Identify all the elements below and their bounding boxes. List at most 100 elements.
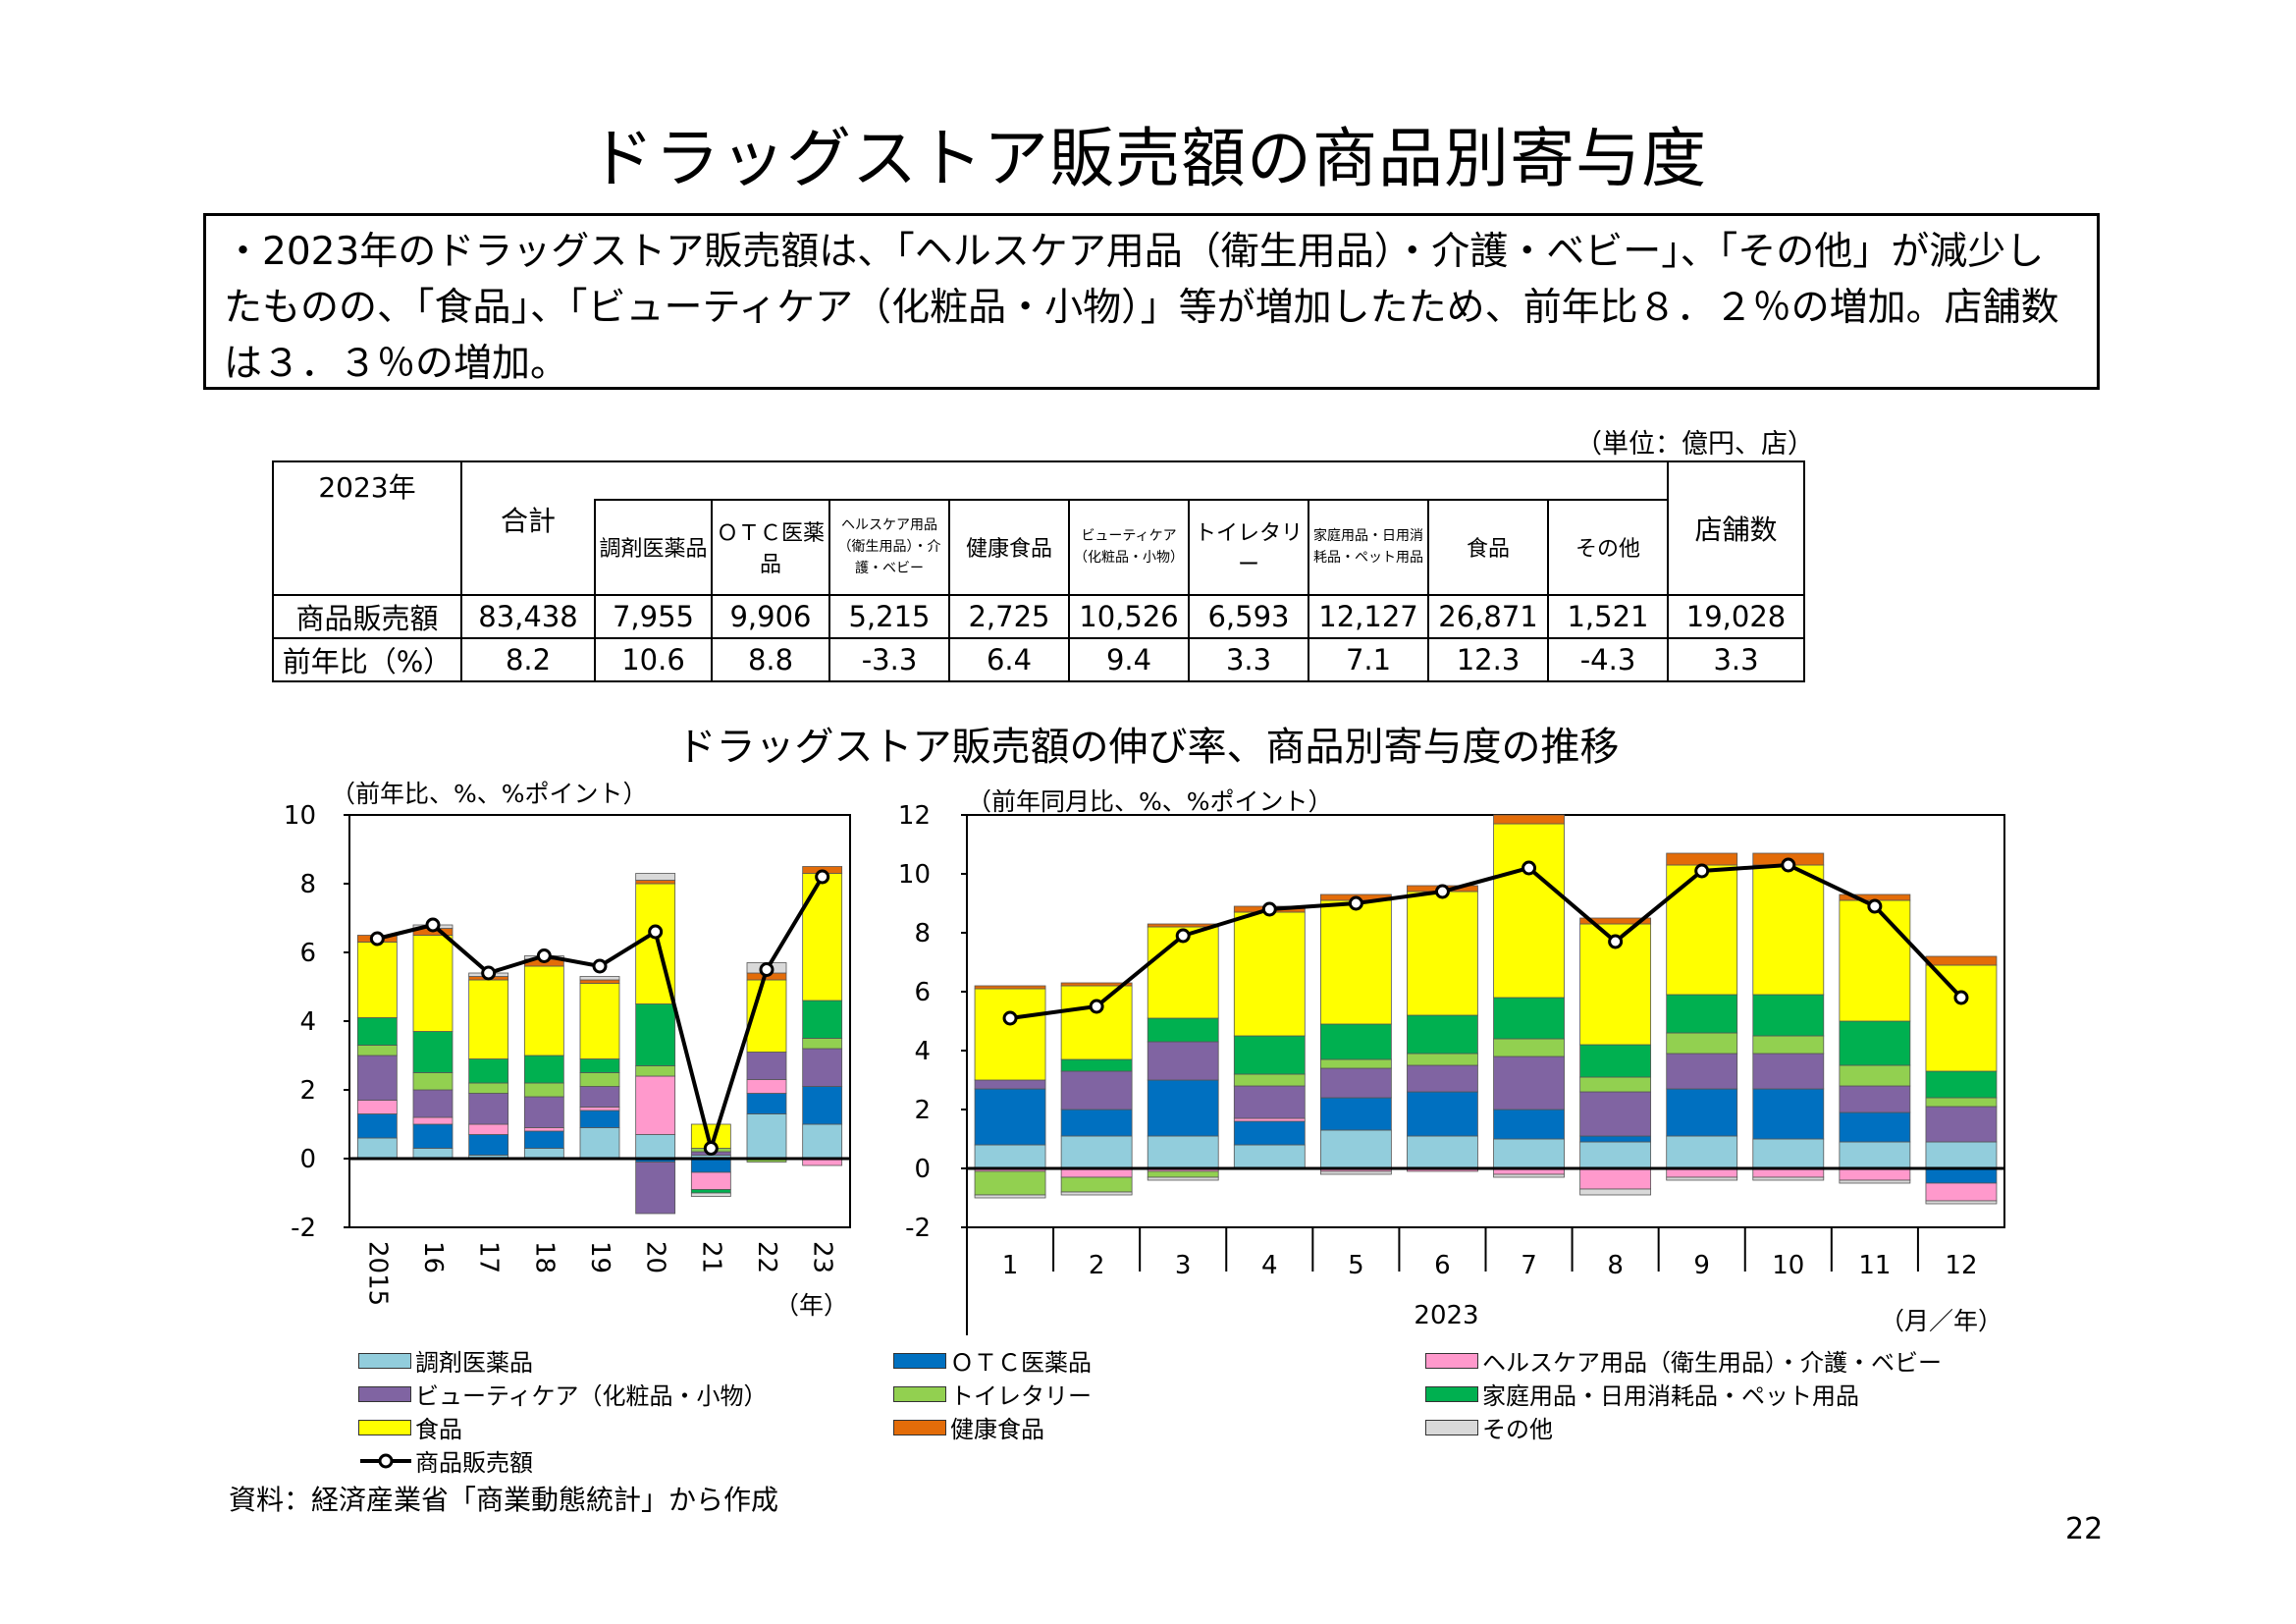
- bar-segment: [1493, 823, 1565, 999]
- y-tick-label: 12: [898, 801, 931, 831]
- x-tick-label: 4: [1261, 1251, 1278, 1280]
- table-top-gap: [460, 460, 1669, 500]
- cell: -4.3: [1547, 637, 1669, 682]
- bar-segment: [1493, 1138, 1565, 1169]
- bar-segment: [1407, 1091, 1478, 1137]
- bar-segment: [1060, 985, 1133, 1060]
- bar-segment: [1233, 1144, 1306, 1169]
- y-tick-label: 6: [299, 939, 316, 968]
- bar-segment: [579, 1110, 620, 1128]
- bar-segment: [579, 1107, 620, 1111]
- legend-swatch: [358, 1419, 411, 1435]
- bar-segment: [1925, 1070, 1998, 1099]
- line-point: [481, 965, 497, 981]
- bar-segment: [1839, 1111, 1911, 1143]
- line-point: [1348, 895, 1363, 911]
- cell: 9,906: [711, 594, 830, 639]
- bar-segment: [1233, 1085, 1306, 1119]
- line-point: [1867, 898, 1883, 914]
- x-tick-label: 6: [1434, 1251, 1451, 1280]
- line-point: [815, 869, 830, 885]
- bar-segment: [974, 985, 1046, 990]
- bar-segment: [1666, 1053, 1738, 1090]
- legend-item: 家庭用品・日用消耗品・ペット用品: [1425, 1377, 1859, 1411]
- cell: 10.6: [594, 637, 713, 682]
- bar-segment: [579, 1072, 620, 1087]
- bar-segment: [974, 1144, 1046, 1169]
- cell: 83,438: [460, 594, 596, 639]
- bar-segment: [1407, 1064, 1478, 1093]
- legend-swatch: [1425, 1352, 1478, 1369]
- bar-segment: [1233, 1035, 1306, 1075]
- line-point: [759, 962, 774, 977]
- x-tick-label: 7: [1521, 1251, 1537, 1280]
- x-tick-label: 21: [696, 1241, 725, 1273]
- bar-segment: [1060, 1109, 1133, 1137]
- cell: -3.3: [828, 637, 950, 682]
- bar-segment: [356, 942, 398, 1018]
- bar-segment: [579, 1127, 620, 1160]
- bar-segment: [579, 979, 620, 984]
- bar-segment: [412, 1072, 454, 1091]
- bar-segment: [523, 1082, 564, 1098]
- bar-segment: [690, 1192, 731, 1197]
- bar-segment: [1666, 1088, 1738, 1137]
- bar-segment: [635, 873, 676, 881]
- bar-segment: [1407, 891, 1478, 1016]
- legend-item: 調剤医薬品: [358, 1343, 533, 1378]
- legend-swatch: [358, 1385, 411, 1402]
- table-row: 前年比（%） 8.2 10.6 8.8 -3.3 6.4 9.4 3.3 7.1…: [272, 637, 1805, 682]
- bar-segment: [1579, 1141, 1652, 1169]
- bar-segment: [1839, 899, 1911, 1022]
- bar-segment: [802, 1123, 843, 1160]
- x-tick-label: 19: [585, 1241, 614, 1273]
- bar-segment: [468, 1093, 509, 1125]
- x-tick-label: 10: [1772, 1251, 1804, 1280]
- line-point: [425, 917, 441, 933]
- line-point: [648, 924, 664, 940]
- unit-note: （単位：億円、店）: [1575, 429, 1814, 460]
- bar-segment: [1839, 1141, 1911, 1169]
- line-point: [1953, 990, 1969, 1005]
- bar-segment: [1319, 1097, 1392, 1131]
- bar-segment: [356, 1113, 398, 1139]
- bar-segment: [468, 1134, 509, 1156]
- x-tick-label: 23: [808, 1241, 837, 1273]
- bar-segment: [523, 1055, 564, 1084]
- bar-segment: [579, 1086, 620, 1108]
- line-point: [1781, 857, 1796, 873]
- x-tick-label: 18: [529, 1241, 559, 1273]
- bar-segment: [1666, 1135, 1738, 1169]
- bar-segment: [974, 1088, 1046, 1146]
- bar-segment: [1925, 1097, 1998, 1108]
- cell: 12,127: [1308, 594, 1429, 639]
- table-header-household: 家庭用品・日用消耗品・ペット用品: [1308, 498, 1429, 597]
- bar-segment: [1839, 1020, 1911, 1066]
- bar-segment: [1060, 1135, 1133, 1169]
- bar-segment: [1147, 1017, 1219, 1043]
- bar-segment: [1752, 1176, 1825, 1181]
- x-tick-label: 9: [1693, 1251, 1710, 1280]
- bar-segment: [468, 1123, 509, 1135]
- bar-segment: [1319, 1170, 1392, 1175]
- bar-segment: [1233, 1073, 1306, 1087]
- bar-segment: [412, 935, 454, 1032]
- x-tick-label: 20: [641, 1241, 670, 1273]
- year-label: 2023: [1414, 1301, 1478, 1330]
- bar-segment: [1233, 1117, 1306, 1122]
- cell: 8.8: [711, 637, 830, 682]
- cell: 3.3: [1667, 637, 1805, 682]
- bar-segment: [468, 1082, 509, 1094]
- cell: 26,871: [1427, 594, 1549, 639]
- bar-segment: [635, 1003, 676, 1066]
- bar-segment: [1925, 964, 1998, 1072]
- bar-segment: [1752, 1138, 1825, 1169]
- bar-segment: [523, 965, 564, 1056]
- bar-segment: [1752, 864, 1825, 996]
- bar-segment: [1666, 994, 1738, 1034]
- cell: 3.3: [1188, 637, 1309, 682]
- x-unit-label: （年）: [774, 1291, 848, 1320]
- table-header-dispensing: 調剤医薬品: [594, 498, 713, 597]
- x-tick-label: 16: [418, 1241, 448, 1273]
- legend-swatch: [893, 1352, 946, 1369]
